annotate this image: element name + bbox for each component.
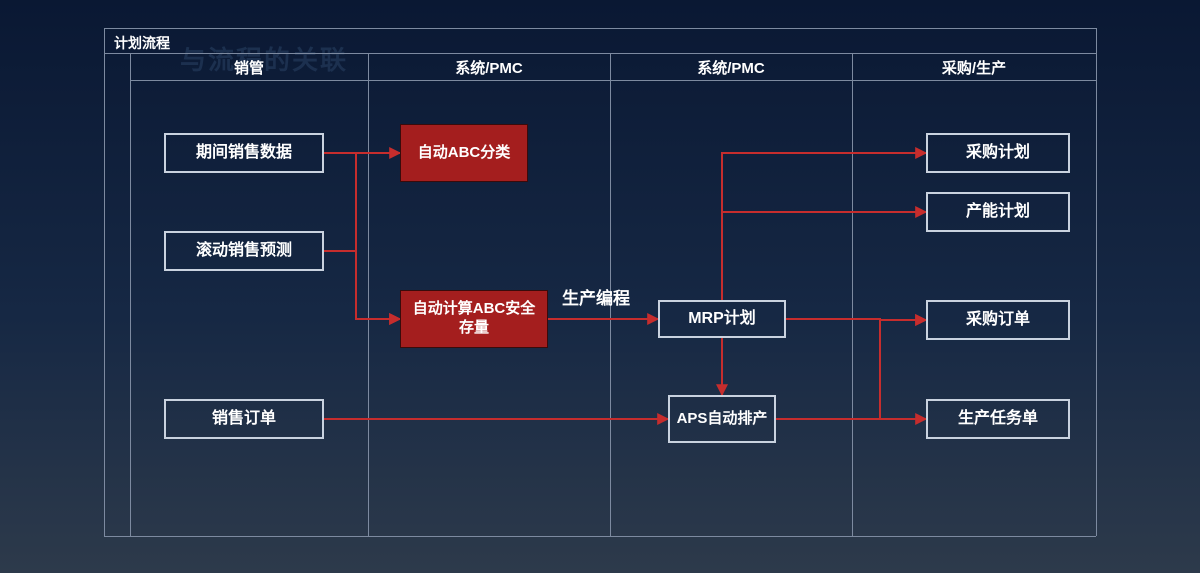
node-auto-abc-classify: 自动ABC分类 bbox=[400, 124, 528, 182]
frame-line bbox=[1096, 28, 1097, 536]
frame-line bbox=[104, 28, 1096, 29]
node-auto-abc-safety-stock: 自动计算ABC安全存量 bbox=[400, 290, 548, 348]
node-capacity-plan: 产能计划 bbox=[926, 192, 1070, 232]
column-header: 采购/生产 bbox=[914, 57, 1034, 78]
node-aps-auto-scheduling: APS自动排产 bbox=[668, 395, 776, 443]
node-mrp-plan: MRP计划 bbox=[658, 300, 786, 338]
frame-line bbox=[104, 28, 105, 536]
node-sales-period-data: 期间销售数据 bbox=[164, 133, 324, 173]
column-divider bbox=[852, 53, 853, 536]
node-purchase-plan: 采购计划 bbox=[926, 133, 1070, 173]
column-divider bbox=[368, 53, 369, 536]
column-header: 系统/PMC bbox=[671, 57, 791, 78]
edge-label-production-programming: 生产编程 bbox=[562, 284, 630, 309]
frame-line bbox=[104, 53, 1096, 54]
node-sales-order: 销售订单 bbox=[164, 399, 324, 439]
diagram-canvas: 与流程的关联 计划流程 销管 系统/PMC 系统/PMC 采购/生产 期间销售数… bbox=[0, 0, 1200, 573]
diagram-title: 计划流程 bbox=[114, 33, 170, 53]
frame-line bbox=[130, 53, 131, 536]
node-rolling-forecast: 滚动销售预测 bbox=[164, 231, 324, 271]
frame-line bbox=[130, 80, 1096, 81]
node-production-task: 生产任务单 bbox=[926, 399, 1070, 439]
column-header: 销管 bbox=[189, 57, 309, 78]
frame-line bbox=[104, 536, 1096, 537]
column-header: 系统/PMC bbox=[429, 57, 549, 78]
node-purchase-order: 采购订单 bbox=[926, 300, 1070, 340]
